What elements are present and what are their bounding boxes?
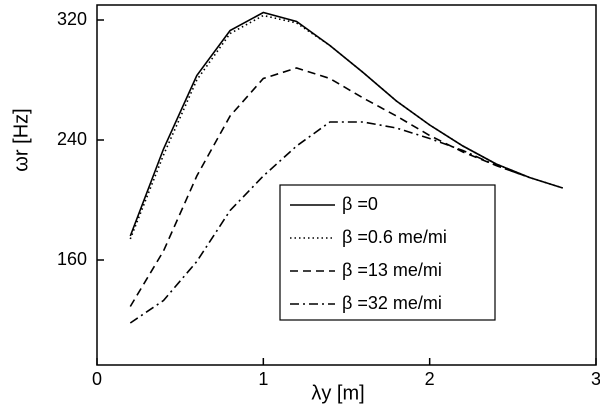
y-tick-label: 240 xyxy=(57,129,87,149)
x-tick-label: 1 xyxy=(258,369,268,389)
y-axis-title: ωr [Hz] xyxy=(10,108,32,171)
legend-label: β =32 me/mi xyxy=(342,293,442,313)
series-line xyxy=(129,67,530,307)
legend-label: β =0.6 me/mi xyxy=(342,227,447,247)
x-tick-label: 2 xyxy=(425,369,435,389)
x-axis-title: λy [m] xyxy=(311,382,364,404)
y-tick-label: 160 xyxy=(57,249,87,269)
x-tick-label: 0 xyxy=(92,369,102,389)
series-line xyxy=(129,121,530,324)
series-line xyxy=(129,14,563,240)
legend-label: β =13 me/mi xyxy=(342,260,442,280)
legend-box xyxy=(279,184,496,321)
plot-frame xyxy=(96,4,597,366)
y-tick-label: 320 xyxy=(57,9,87,29)
legend-label: β =0 xyxy=(342,194,378,214)
x-tick-label: 3 xyxy=(591,369,600,389)
